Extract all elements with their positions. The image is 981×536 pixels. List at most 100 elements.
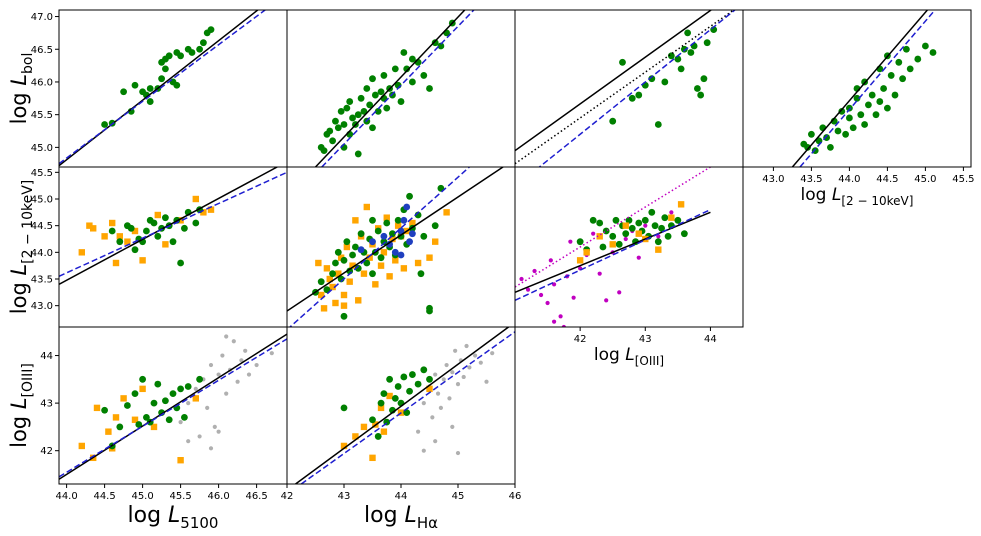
point-p12-green-21 (658, 224, 665, 232)
point-p21-orange-3 (369, 454, 376, 462)
point-p01-green-43 (437, 42, 445, 50)
point-p12-green-4 (599, 243, 607, 251)
frame-p03 (742, 9, 972, 168)
point-p01-green-9 (340, 121, 348, 128)
point-p11-orange-32 (414, 259, 422, 267)
point-p20-green-9 (150, 399, 158, 407)
point-p11-orange-11 (349, 262, 356, 269)
point-p12-magenta-2 (532, 268, 537, 274)
point-p12-green-3 (596, 219, 604, 227)
ylabel-p00: log Lbol (7, 53, 36, 125)
point-p02-green-3 (635, 91, 643, 99)
xtick-label-p21-4: 46 (509, 491, 522, 502)
panel-p11 (286, 166, 516, 328)
point-p21-grey-22 (450, 424, 455, 430)
point-p20-orange-8 (139, 385, 146, 393)
point-p02-green-9 (674, 55, 682, 63)
fit-line-p02-dotted-1 (515, 10, 735, 165)
point-p20-grey-5 (205, 405, 210, 410)
point-p21-green-11 (400, 373, 408, 381)
ytick-label-p10-0: 43.0 (31, 301, 53, 312)
point-p21-grey-19 (484, 379, 489, 384)
point-p11-green-28 (394, 216, 402, 224)
point-p11-orange-26 (392, 257, 399, 264)
point-p21-grey-23 (455, 450, 461, 456)
point-p11-orange-12 (352, 217, 359, 224)
ytick-label-p00-2: 46.0 (31, 77, 53, 88)
point-p12-magenta-22 (643, 223, 648, 228)
point-p10-orange-13 (192, 195, 199, 203)
point-p03-green-17 (857, 111, 865, 119)
point-p20-grey-0 (178, 420, 183, 425)
point-p01-green-13 (349, 114, 356, 122)
point-p12-green-5 (602, 227, 610, 235)
point-p21-green-8 (391, 394, 399, 402)
point-p02-green-10 (677, 65, 685, 73)
plot-area-p11 (287, 167, 505, 327)
point-p12-green-23 (664, 232, 672, 240)
point-p00-green-18 (177, 52, 185, 60)
point-p20-grey-13 (235, 379, 240, 384)
point-p01-green-12 (346, 98, 354, 105)
panel-p12: 42 43 44 (514, 166, 744, 345)
point-p02-green-5 (648, 75, 656, 83)
point-p01-green-17 (357, 94, 365, 102)
point-p01-green-21 (366, 101, 374, 109)
point-p21-grey-11 (453, 348, 458, 353)
point-p00-green-24 (207, 26, 215, 34)
point-p20-orange-3 (105, 428, 112, 435)
point-p21-orange-2 (360, 423, 368, 431)
point-p11-orange-15 (360, 270, 368, 277)
point-p03-green-29 (891, 91, 899, 99)
point-p20-grey-2 (193, 386, 198, 391)
point-p20-grey-17 (254, 362, 259, 368)
point-p12-green-11 (625, 216, 633, 224)
point-p01-green-40 (420, 72, 428, 79)
point-p00-green-8 (146, 85, 154, 92)
ylabel-p20: log L[OIII] (7, 363, 36, 448)
point-p20-green-13 (165, 416, 173, 424)
point-p00-green-7 (146, 98, 154, 105)
point-p01-green-25 (374, 107, 382, 115)
point-p10-green-3 (127, 224, 135, 232)
point-p21-grey-0 (416, 429, 421, 434)
point-p12-green-18 (648, 208, 656, 216)
plot-area-p12 (515, 167, 711, 327)
point-p12-green-0 (576, 238, 584, 246)
point-p10-orange-0 (78, 249, 85, 256)
fit-line-p20-solid-0 (59, 333, 287, 480)
point-p11-orange-2 (323, 265, 331, 272)
point-p11-green-18 (369, 216, 376, 224)
ytick-label-p10-1: 43.5 (31, 275, 53, 286)
point-p12-magenta-16 (604, 298, 609, 303)
xtick-label-p21-2: 44 (395, 491, 408, 502)
point-p11-green-3 (329, 270, 336, 278)
ytick-label-p10-4: 45.0 (31, 195, 53, 206)
point-p00-green-21 (196, 45, 204, 53)
xtick-label-p20-0: 44.0 (55, 491, 77, 502)
point-p11-orange-3 (326, 275, 333, 283)
panel-p03: 43.0 43.5 44.0 44.5 45.0 45.5 (742, 9, 975, 185)
point-p11-green-9 (343, 238, 351, 246)
point-p11-orange-5 (332, 299, 339, 307)
point-p00-green-22 (200, 39, 207, 47)
point-p12-orange-5 (635, 230, 642, 237)
point-p20-grey-3 (197, 434, 202, 439)
point-p21-green-9 (394, 383, 402, 390)
point-p20-grey-19 (208, 446, 214, 451)
point-p20-orange-6 (120, 395, 127, 402)
point-p01-green-7 (337, 107, 345, 115)
point-p01-green-15 (354, 111, 362, 119)
point-p02-green-11 (680, 45, 688, 53)
point-p03-green-31 (899, 75, 906, 83)
point-p01-green-23 (369, 75, 376, 83)
point-p21-orange-1 (352, 433, 359, 440)
panel-p00: 45.0 45.5 46.0 46.5 47.0 (31, 9, 288, 168)
point-p11-green-8 (340, 312, 348, 320)
point-p21-grey-14 (461, 374, 466, 380)
ytick-label-p20-0: 42 (40, 446, 53, 457)
point-p12-orange-1 (583, 249, 590, 256)
xtick-label-p03-5: 45.5 (952, 174, 974, 185)
point-p00-green-2 (120, 88, 127, 96)
point-p11-orange-37 (340, 302, 348, 309)
